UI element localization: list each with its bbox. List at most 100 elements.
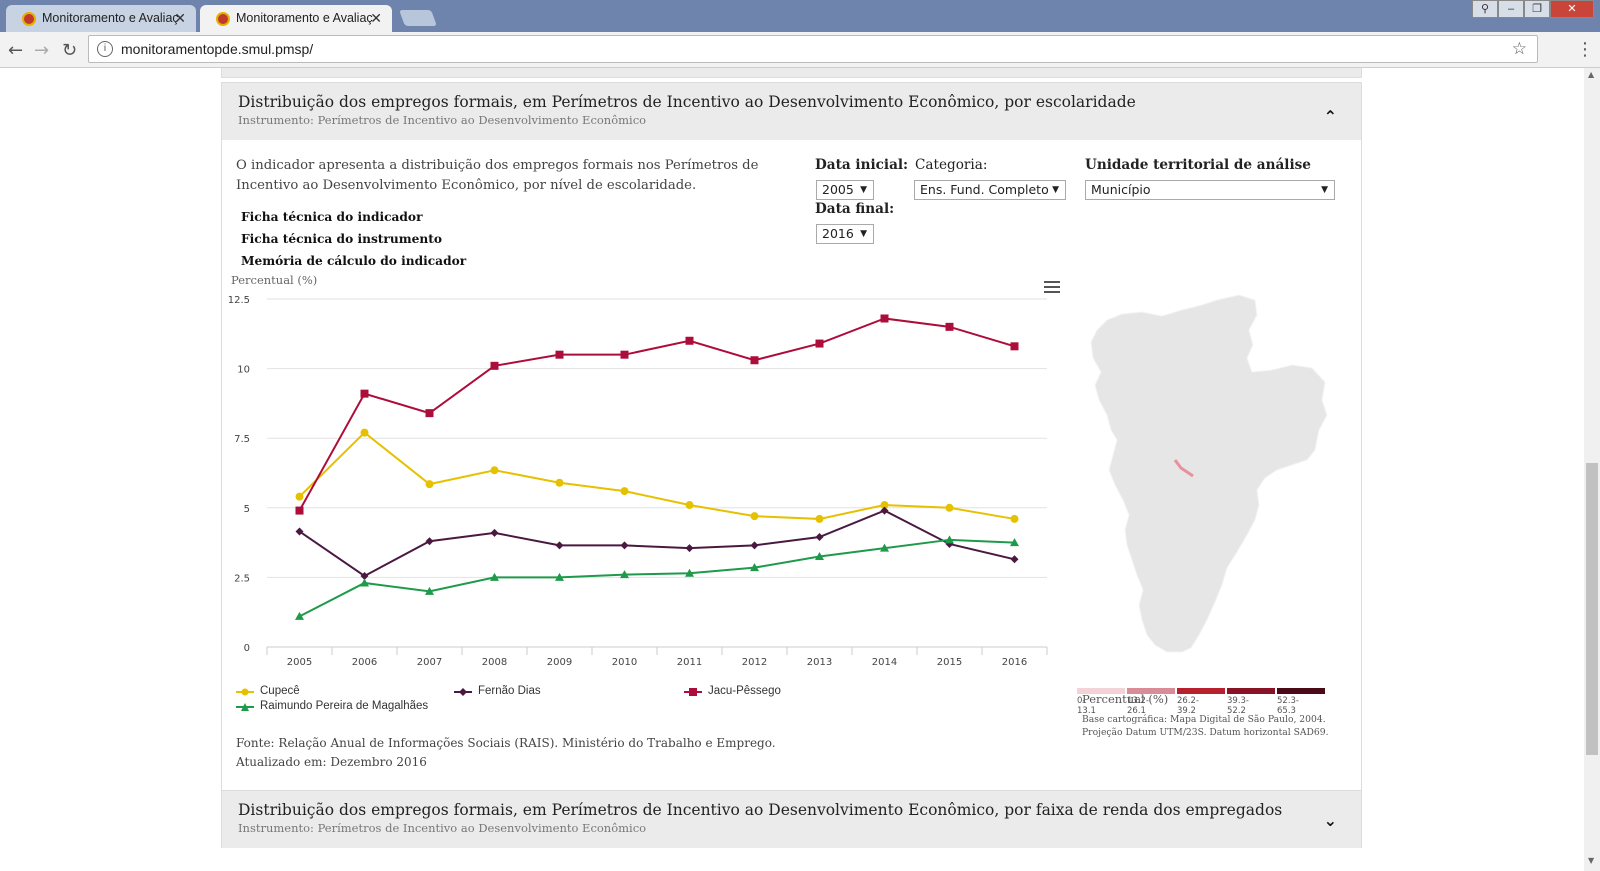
y-tick-label: 12.5 [228,295,250,306]
source-text: Fonte: Relação Anual de Informações Soci… [236,736,776,750]
x-tick-label: 2008 [482,657,507,668]
x-tick-label: 2005 [287,657,312,668]
link-ficha-instrumento[interactable]: Ficha técnica do instrumento [241,232,442,246]
url-text: monitoramentopde.smul.pmsp/ [121,41,314,57]
expand-chevron-down-icon[interactable]: ⌄ [1323,811,1337,830]
bookmark-star-icon[interactable]: ☆ [1511,39,1527,59]
panel-title: Distribuição dos empregos formais, em Pe… [238,801,1283,819]
point-jacu-pessego [620,350,629,359]
info-icon[interactable]: i [97,41,113,57]
point-jacu-pessego [945,322,954,331]
dropdown-arrow-icon: ▼ [860,229,867,239]
tab-title: Monitoramento e Avaliaç [236,11,373,25]
point-raimundo-pereira-de-magalhaes [815,552,824,561]
categoria-label: Categoria: [915,157,988,173]
browser-tab-2[interactable]: Monitoramento e Avaliaç ✕ [200,5,392,32]
unidade-territorial-select[interactable]: Município ▼ [1085,180,1335,200]
reload-icon[interactable]: ↻ [62,40,78,61]
map-note-1: Base cartográfica: Mapa Digital de São P… [1082,714,1326,725]
x-tick-label: 2012 [742,657,767,668]
point-fernao-dias [490,528,499,537]
x-tick-label: 2013 [807,657,832,668]
scroll-down-icon[interactable]: ▼ [1588,856,1595,865]
legend-marker-jacu-pessego [684,688,702,696]
scrollbar-thumb[interactable] [1586,463,1598,755]
categoria-value: Ens. Fund. Completo [920,182,1049,197]
maximize-button[interactable]: ❐ [1524,0,1550,18]
x-tick-label: 2010 [612,657,637,668]
data-final-select[interactable]: 2016 ▼ [816,224,874,244]
minimize-button[interactable]: – [1498,0,1524,18]
x-tick-label: 2011 [677,657,702,668]
legend-range-3: 26.2-39.2 [1177,696,1199,716]
legend-range-2: 13.2-26.1 [1127,696,1149,716]
previous-panel-edge [221,68,1362,78]
series-line-cupece [298,431,1015,520]
point-cupece [880,501,889,510]
point-cupece [295,492,304,501]
point-cupece [490,466,499,475]
panel-subtitle: Instrumento: Perímetros de Incentivo ao … [238,821,647,835]
point-jacu-pessego [880,314,889,323]
forward-icon[interactable]: → [34,40,50,61]
browser-tab-1[interactable]: Monitoramento e Avaliaç ✕ [6,5,196,32]
link-ficha-indicador[interactable]: Ficha técnica do indicador [241,210,423,224]
point-cupece [620,487,629,496]
link-memoria-calculo[interactable]: Memória de cálculo do indicador [241,254,467,268]
map-caption: Percentual (%) [1082,692,1169,706]
legend-label: Cupecê [260,685,300,697]
point-fernao-dias [685,544,694,553]
panel-header[interactable]: Distribuição dos empregos formais, em Pe… [222,83,1361,140]
data-inicial-select[interactable]: 2005 ▼ [816,180,874,200]
data-inicial-value: 2005 [822,182,854,197]
series-line-jacu-pessego [298,317,1015,512]
collapse-chevron-up-icon[interactable]: ⌃ [1323,107,1337,126]
y-tick-label: 5 [244,504,250,515]
tab-title: Monitoramento e Avaliaç [42,11,179,25]
legend-range-5: 52.3-65.3 [1277,696,1299,716]
point-jacu-pessego [750,356,759,365]
point-cupece [815,514,824,523]
legend-swatch-5 [1277,688,1325,694]
map-note-2: Projeção Datum UTM/23S. Datum horizontal… [1082,727,1329,738]
unidade-territorial-label: Unidade territorial de análise [1085,157,1311,173]
point-cupece [945,503,954,512]
x-tick-label: 2014 [872,657,897,668]
legend-range-4: 39.3-52.2 [1227,696,1249,716]
data-final-label: Data final: [815,201,895,217]
new-tab-button[interactable] [399,10,437,26]
page-scrollbar[interactable]: ▲ ▼ [1584,68,1600,871]
x-tick-label: 2016 [1002,657,1027,668]
point-cupece [360,428,369,437]
user-icon[interactable]: ⚲ [1472,0,1498,18]
data-final-value: 2016 [822,226,854,241]
point-jacu-pessego [425,409,434,418]
point-raimundo-pereira-de-magalhaes [750,563,759,572]
y-tick-label: 7.5 [234,434,250,445]
indicator-panel-faixa-renda: Distribuição dos empregos formais, em Pe… [221,790,1362,848]
point-cupece [1010,514,1019,523]
chart-menu-icon[interactable] [1044,281,1060,293]
close-tab-icon[interactable]: ✕ [370,10,382,26]
browser-menu-icon[interactable]: ⋮ [1576,39,1594,60]
point-jacu-pessego [815,339,824,348]
window-controls: ⚲ – ❐ ✕ [1472,0,1594,20]
close-tab-icon[interactable]: ✕ [174,10,186,26]
y-tick-label: 0 [244,643,250,654]
chart-svg: Percentual (%) 0 2.5 5 7.5 10 12.5 2005 2006 2007… [228,273,1048,668]
indicator-panel-escolaridade: Distribuição dos empregos formais, em Pe… [221,82,1362,802]
legend-label: Fernão Dias [478,685,541,697]
point-jacu-pessego [295,506,304,515]
point-cupece [685,501,694,510]
x-tick-label: 2007 [417,657,442,668]
territorial-map[interactable] [1087,290,1347,690]
point-raimundo-pereira-de-magalhaes [555,572,564,581]
back-icon[interactable]: ← [8,40,24,61]
url-field[interactable]: i monitoramentopde.smul.pmsp/ ☆ [88,35,1538,63]
categoria-select[interactable]: Ens. Fund. Completo ▼ [914,180,1066,200]
point-fernao-dias [360,572,369,581]
point-fernao-dias [425,537,434,546]
scroll-up-icon[interactable]: ▲ [1588,70,1595,79]
close-window-button[interactable]: ✕ [1550,0,1594,18]
panel-header[interactable]: Distribuição dos empregos formais, em Pe… [222,791,1361,848]
